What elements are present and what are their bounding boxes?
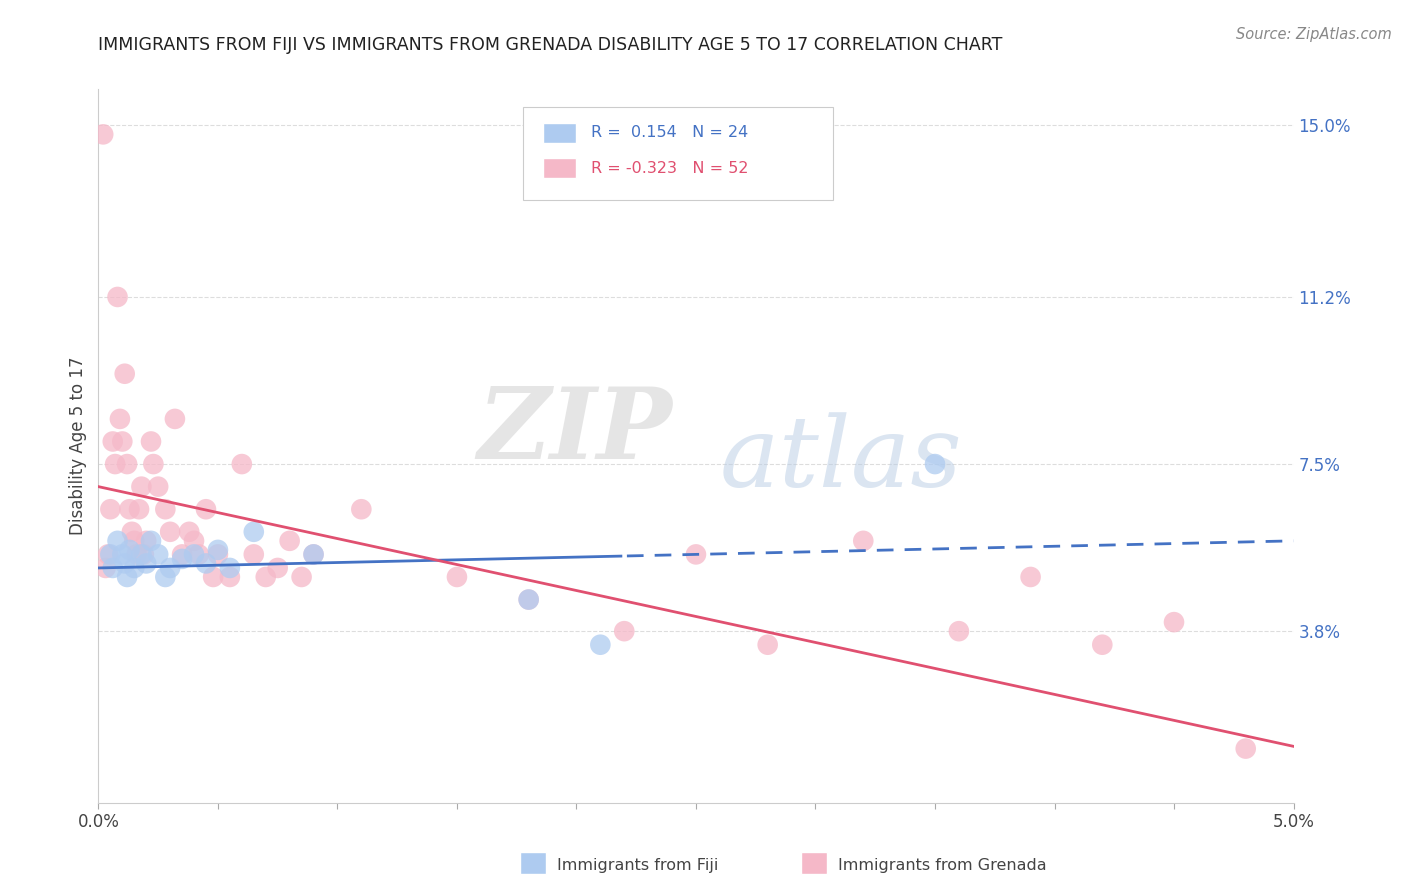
Text: ZIP: ZIP	[477, 384, 672, 480]
Point	[135, 533, 157, 548]
Point	[139, 434, 162, 449]
Point	[202, 570, 225, 584]
Point	[131, 480, 153, 494]
Text: R = -0.323   N = 52: R = -0.323 N = 52	[591, 161, 748, 176]
Point	[517, 592, 540, 607]
Point	[111, 548, 134, 562]
Point	[114, 557, 136, 571]
Point	[589, 638, 612, 652]
Point	[1091, 638, 1114, 652]
Point	[111, 434, 134, 449]
Point	[302, 548, 325, 562]
Point	[1019, 570, 1042, 584]
Point	[924, 457, 946, 471]
Point	[139, 533, 162, 548]
Point	[159, 561, 181, 575]
Point	[118, 542, 141, 557]
Point	[121, 524, 143, 539]
Point	[685, 548, 707, 562]
Point	[101, 561, 124, 575]
Point	[517, 592, 540, 607]
Point	[219, 561, 242, 575]
Point	[852, 533, 875, 548]
Point	[148, 548, 170, 562]
Text: atlas: atlas	[720, 413, 963, 508]
Point	[290, 570, 312, 584]
Point	[115, 457, 138, 471]
Point	[231, 457, 253, 471]
Point	[243, 524, 266, 539]
Point	[267, 561, 290, 575]
Point	[219, 570, 242, 584]
Point	[128, 502, 150, 516]
Point	[254, 570, 277, 584]
Text: Immigrants from Grenada: Immigrants from Grenada	[838, 858, 1046, 872]
Point	[114, 367, 136, 381]
Point	[100, 548, 122, 562]
Point	[183, 548, 205, 562]
Y-axis label: Disability Age 5 to 17: Disability Age 5 to 17	[69, 357, 87, 535]
Point	[125, 548, 148, 562]
Point	[132, 548, 155, 562]
Bar	[543, 159, 576, 178]
Point	[195, 502, 218, 516]
Point	[207, 548, 229, 562]
Point	[94, 561, 117, 575]
Point	[172, 548, 194, 562]
Point	[135, 557, 157, 571]
Text: Immigrants from Fiji: Immigrants from Fiji	[557, 858, 718, 872]
Point	[948, 624, 970, 639]
Point	[1163, 615, 1185, 629]
Point	[115, 570, 138, 584]
Point	[1234, 741, 1257, 756]
Point	[142, 457, 165, 471]
Point	[172, 552, 194, 566]
Point	[613, 624, 636, 639]
Point	[124, 533, 146, 548]
Text: Source: ZipAtlas.com: Source: ZipAtlas.com	[1236, 27, 1392, 42]
Point	[195, 557, 218, 571]
Point	[183, 533, 205, 548]
Point	[187, 548, 209, 562]
Point	[756, 638, 779, 652]
Point	[107, 533, 129, 548]
Point	[302, 548, 325, 562]
Point	[207, 542, 229, 557]
Point	[243, 548, 266, 562]
Text: IMMIGRANTS FROM FIJI VS IMMIGRANTS FROM GRENADA DISABILITY AGE 5 TO 17 CORRELATI: IMMIGRANTS FROM FIJI VS IMMIGRANTS FROM …	[98, 36, 1002, 54]
Text: R =  0.154   N = 24: R = 0.154 N = 24	[591, 125, 748, 140]
Point	[118, 502, 141, 516]
Point	[155, 570, 177, 584]
Point	[124, 561, 146, 575]
FancyBboxPatch shape	[523, 107, 834, 200]
Point	[97, 548, 120, 562]
Point	[163, 412, 186, 426]
Point	[101, 434, 124, 449]
Point	[155, 502, 177, 516]
Point	[104, 457, 127, 471]
Point	[179, 524, 201, 539]
Point	[131, 548, 153, 562]
Point	[278, 533, 301, 548]
Point	[108, 412, 131, 426]
Point	[350, 502, 373, 516]
Point	[148, 480, 170, 494]
Point	[91, 128, 114, 142]
Point	[159, 524, 181, 539]
Bar	[543, 123, 576, 143]
Point	[107, 290, 129, 304]
Point	[446, 570, 468, 584]
Point	[100, 502, 122, 516]
